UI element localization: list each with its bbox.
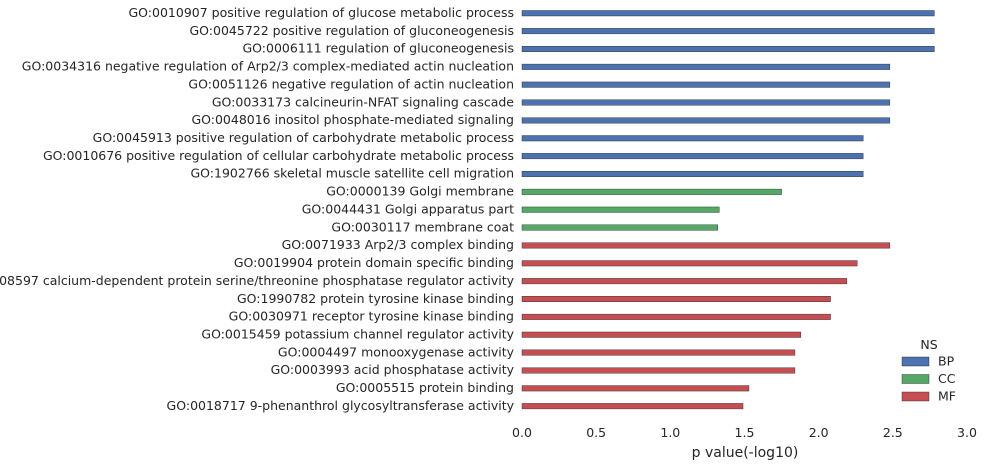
category-label-21: GO:0003993 acid phosphatase activity <box>271 362 515 377</box>
bar-17 <box>521 296 831 302</box>
bar-20 <box>521 349 796 356</box>
bar-12 <box>521 206 720 213</box>
bar-7 <box>521 117 891 124</box>
category-label-5: GO:0051126 negative regulation of actin … <box>188 76 514 91</box>
legend-swatch-cc <box>901 374 930 384</box>
bar-1 <box>521 10 935 17</box>
bar-3 <box>521 46 935 52</box>
category-label-1: GO:0010907 positive regulation of glucos… <box>128 5 514 20</box>
legend-label-bp: BP <box>938 354 955 369</box>
bar-21 <box>521 367 796 374</box>
category-label-4: GO:0034316 negative regulation of Arp2/3… <box>22 59 514 74</box>
bar-22 <box>521 385 750 392</box>
bars-layer <box>521 10 935 410</box>
legend-label-cc: CC <box>938 371 956 386</box>
x-tick-label-4: 1.5 <box>735 425 755 440</box>
category-label-3: GO:0006111 regulation of gluconeogenesis <box>243 41 515 56</box>
bar-19 <box>521 331 802 338</box>
bar-15 <box>521 260 858 267</box>
bar-8 <box>521 135 864 142</box>
x-axis-ticks: 0.0 0.5 1.0 1.5 2.0 2.5 3.0 <box>512 425 977 440</box>
category-label-16: GO:0008597 calcium-dependent protein ser… <box>0 273 515 288</box>
bar-6 <box>521 99 891 106</box>
bar-2 <box>521 28 935 35</box>
category-labels-layer: GO:0010907 positive regulation of glucos… <box>0 5 515 413</box>
category-label-13: GO:0030117 membrane coat <box>331 219 514 234</box>
legend-swatch-mf <box>901 391 930 402</box>
x-tick-label-3: 1.0 <box>660 425 680 440</box>
bar-14 <box>521 242 891 249</box>
x-tick-label-7: 3.0 <box>957 425 977 440</box>
bar-10 <box>521 171 864 177</box>
category-label-7: GO:0048016 inositol phosphate-mediated s… <box>191 112 514 127</box>
x-axis-title: p value(-log10) <box>692 445 799 461</box>
category-label-12: GO:0044431 Golgi apparatus part <box>302 201 514 216</box>
bar-18 <box>521 313 831 320</box>
bar-16 <box>521 278 848 285</box>
bar-13 <box>521 224 719 231</box>
category-label-19: GO:0015459 potassium channel regulator a… <box>201 326 514 341</box>
category-label-14: GO:0071933 Arp2/3 complex binding <box>282 237 514 252</box>
category-label-15: GO:0019904 protein domain specific bindi… <box>234 255 514 270</box>
legend-swatch-bp <box>901 356 930 367</box>
category-label-22: GO:0005515 protein binding <box>336 380 514 395</box>
category-label-9: GO:0010676 positive regulation of cellul… <box>43 148 514 163</box>
category-label-8: GO:0045913 positive regulation of carboh… <box>93 130 514 145</box>
category-label-17: GO:1990782 protein tyrosine kinase bindi… <box>237 291 514 306</box>
category-label-20: GO:0004497 monooxygenase activity <box>278 344 515 359</box>
x-tick-label-6: 2.5 <box>883 425 903 440</box>
bar-4 <box>521 63 891 70</box>
category-label-23: GO:0018717 9-phenanthrol glycosyltransfe… <box>167 398 515 413</box>
category-label-11: GO:0000139 Golgi membrane <box>326 184 514 199</box>
x-tick-label-5: 2.0 <box>809 425 829 440</box>
legend: NS BP CC MF <box>901 337 956 404</box>
x-tick-label-2: 0.5 <box>586 425 606 440</box>
legend-label-mf: MF <box>938 389 956 404</box>
legend-title: NS <box>920 337 937 352</box>
bar-23 <box>521 403 744 410</box>
category-label-6: GO:0033173 calcineurin-NFAT signaling ca… <box>212 94 514 109</box>
bar-9 <box>521 153 864 160</box>
category-label-2: GO:0045722 positive regulation of glucon… <box>190 23 515 38</box>
bar-5 <box>521 81 891 88</box>
bar-11 <box>521 188 782 195</box>
category-label-10: GO:1902766 skeletal muscle satellite cel… <box>190 166 514 181</box>
x-tick-label-1: 0.0 <box>512 425 532 440</box>
category-label-18: GO:0030971 receptor tyrosine kinase bind… <box>229 309 514 324</box>
